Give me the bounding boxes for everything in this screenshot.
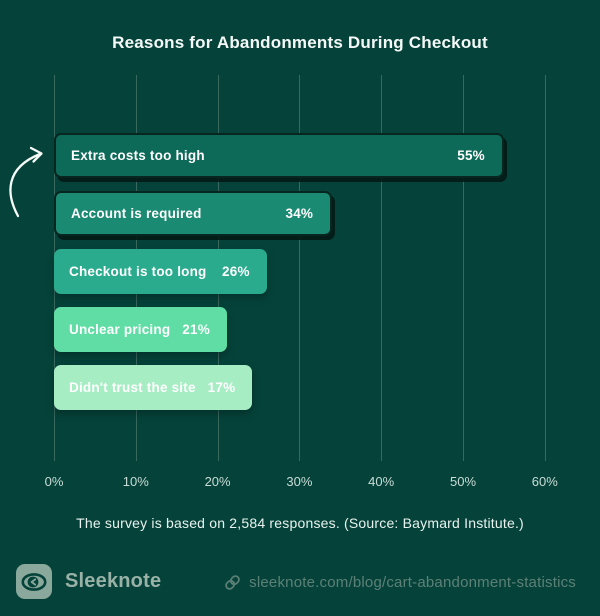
bar-label: Unclear pricing: [69, 322, 171, 337]
bar-label: Checkout is too long: [69, 264, 207, 279]
x-axis-tick: 50%: [449, 474, 477, 489]
bar-5: Didn't trust the site 17%: [54, 365, 253, 410]
link-icon: [225, 575, 240, 590]
bar-label: Extra costs too high: [71, 148, 205, 163]
gridline: [299, 75, 301, 461]
bar-2: Account is required 34%: [54, 191, 333, 236]
footer: Sleeknote sleeknote.com/blog/cart-abando…: [0, 556, 600, 616]
sleeknote-logo-icon: [16, 564, 52, 599]
bar-label: Account is required: [71, 206, 202, 221]
bar-value-label: 55%: [457, 148, 485, 163]
gridline: [463, 75, 464, 461]
x-axis: 0% 10% 20% 30% 40% 50% 60%: [0, 474, 600, 490]
bar-value-label: 17%: [207, 380, 236, 395]
bar-3: Checkout is too long 26%: [54, 249, 267, 294]
x-axis-tick: 40%: [368, 474, 395, 489]
x-axis-tick: 60%: [531, 474, 558, 489]
gridline: [381, 75, 383, 461]
bar-group: Extra costs too high 55% Account is requir…: [54, 133, 504, 423]
brand-name: Sleeknote: [65, 570, 162, 592]
source-url[interactable]: sleeknote.com/blog/cart-abandonment-stat…: [224, 574, 576, 591]
x-axis-tick: 0%: [44, 474, 64, 489]
x-axis-tick: 30%: [286, 474, 313, 489]
bar-4: Unclear pricing 21%: [54, 307, 227, 352]
bar-value-label: 26%: [222, 264, 250, 279]
source-url-text: sleeknote.com/blog/cart-abandonment-stat…: [249, 574, 576, 591]
x-axis-tick: 10%: [122, 474, 149, 489]
chart-caption: The survey is based on 2,584 responses. …: [76, 515, 524, 531]
bar-label: Didn't trust the site: [69, 380, 196, 395]
bar-value-label: 21%: [182, 322, 210, 337]
gridline: [544, 75, 546, 461]
bar-1: Extra costs too high 55%: [54, 133, 504, 178]
chart-title: Reasons for Abandonments During Checkout: [112, 33, 488, 52]
x-axis-tick: 20%: [204, 474, 231, 489]
brand-lockup[interactable]: Sleeknote: [16, 564, 161, 599]
bar-value-label: 34%: [285, 206, 314, 221]
hand-drawn-arrow-icon: [9, 146, 43, 218]
